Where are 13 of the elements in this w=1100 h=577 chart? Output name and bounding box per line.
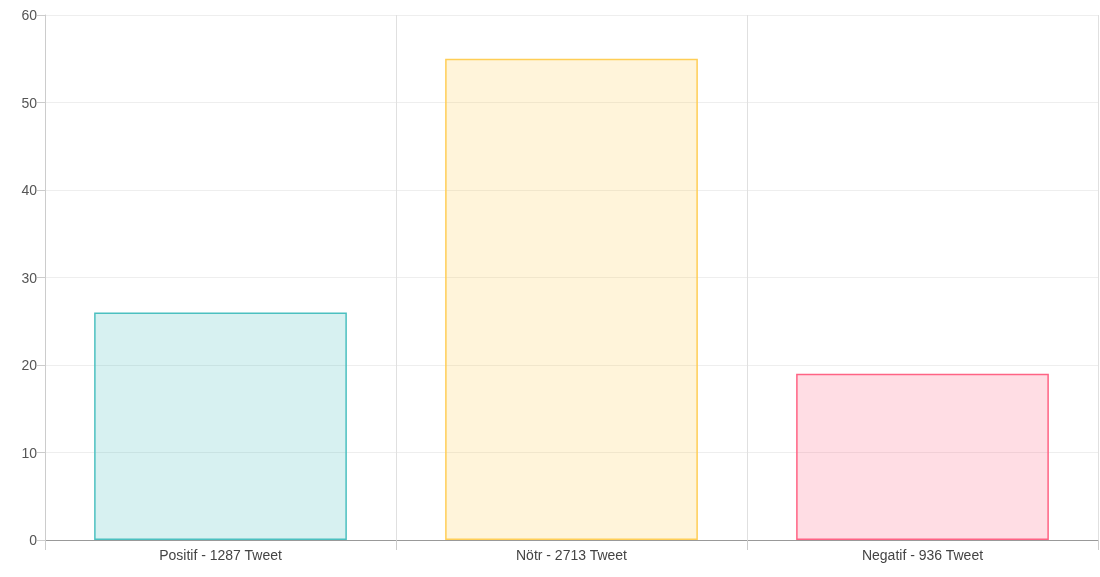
y-tick-label: 60 bbox=[21, 7, 38, 23]
y-tick-label: 40 bbox=[21, 182, 38, 198]
y-tick-label: 0 bbox=[29, 532, 38, 548]
x-tick-label: Negatif - 936 Tweet bbox=[861, 547, 984, 563]
y-tick-label: 50 bbox=[21, 94, 38, 111]
bar bbox=[796, 373, 1049, 540]
y-tick-label: 10 bbox=[21, 444, 38, 461]
x-tick-label: Nötr - 2713 Tweet bbox=[515, 547, 628, 563]
bar bbox=[445, 58, 698, 540]
y-tick-label: 20 bbox=[21, 357, 38, 373]
y-tick-label: 30 bbox=[21, 269, 38, 286]
x-tick-label: Positif - 1287 Tweet bbox=[159, 547, 282, 563]
bar bbox=[94, 312, 347, 540]
